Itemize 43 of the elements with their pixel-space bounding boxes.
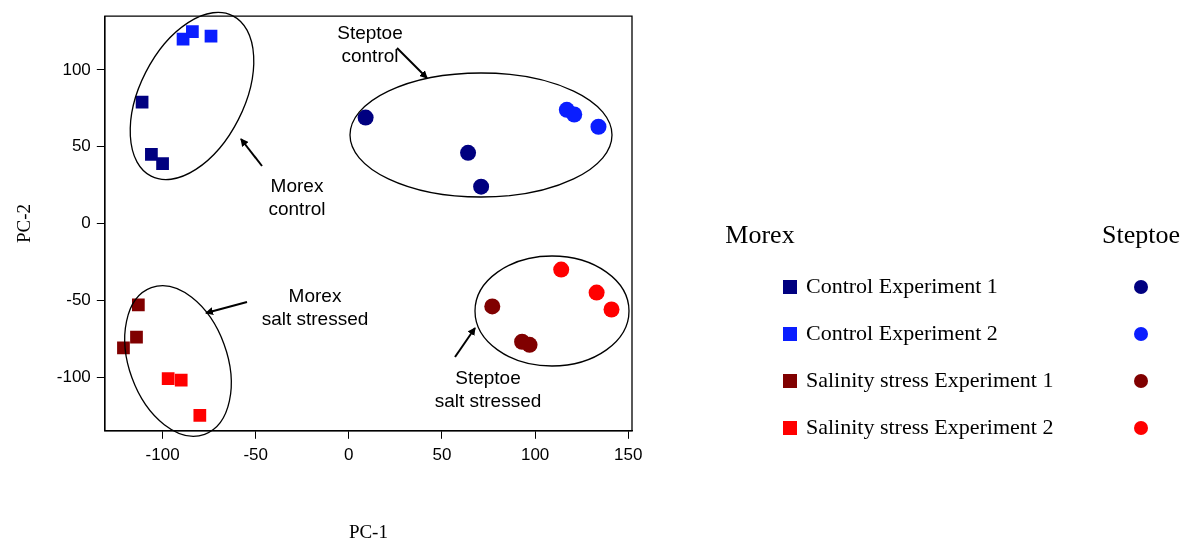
point xyxy=(590,118,607,135)
y-axis-title: PC-2 xyxy=(13,203,35,244)
point xyxy=(566,106,583,123)
point xyxy=(553,261,570,278)
point xyxy=(521,336,538,353)
point xyxy=(131,298,145,312)
legend-label: Control Experiment 2 xyxy=(806,320,998,346)
x-tick-label: -50 xyxy=(243,444,268,464)
point xyxy=(460,144,477,161)
legend-label: Control Experiment 1 xyxy=(806,273,998,299)
point xyxy=(473,178,490,195)
point xyxy=(145,148,158,161)
point xyxy=(130,330,143,344)
text: Morex xyxy=(725,220,795,250)
y-tick-label: -50 xyxy=(66,289,91,309)
legend-label: Salinity stress Experiment 2 xyxy=(806,414,1054,440)
y-tick-label: 100 xyxy=(62,59,91,79)
x-axis-title: PC-1 xyxy=(348,520,388,542)
x-tick-label: 0 xyxy=(344,444,354,464)
point xyxy=(603,301,620,318)
point xyxy=(204,29,218,43)
point xyxy=(186,25,199,38)
point xyxy=(135,95,149,109)
annotation: Steptoe control xyxy=(337,21,403,66)
annotation: Morex salt stressed xyxy=(261,284,369,329)
x-tick-label: 100 xyxy=(520,444,550,464)
point xyxy=(588,284,605,301)
point xyxy=(161,372,175,385)
x-tick-label: 50 xyxy=(432,444,452,464)
annotation: Morex control xyxy=(268,174,326,219)
y-tick-label: 0 xyxy=(81,213,91,233)
point xyxy=(156,157,169,170)
point xyxy=(193,409,207,422)
x-tick-label: 150 xyxy=(614,444,643,464)
y-tick-label: -100 xyxy=(56,366,91,386)
annotation: Steptoe salt stressed xyxy=(434,366,542,411)
legend-label: Salinity stress Experiment 1 xyxy=(806,367,1054,393)
text: Steptoe xyxy=(1102,220,1180,250)
point xyxy=(357,109,374,126)
x-tick-label: -100 xyxy=(145,444,180,464)
point xyxy=(484,298,501,315)
point xyxy=(174,373,188,387)
y-tick-label: 50 xyxy=(71,136,91,156)
